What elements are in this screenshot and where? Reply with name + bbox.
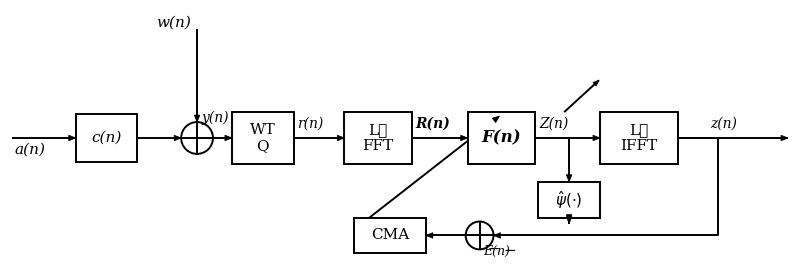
Polygon shape — [194, 115, 200, 122]
Text: y(n): y(n) — [201, 111, 229, 125]
Text: $\hat{\psi}(\cdot)$: $\hat{\psi}(\cdot)$ — [555, 189, 583, 211]
Text: r(n): r(n) — [297, 117, 322, 131]
Bar — [76, 114, 138, 162]
Polygon shape — [492, 116, 499, 123]
Text: CMA: CMA — [371, 228, 409, 243]
Text: Z(n): Z(n) — [539, 117, 569, 131]
Circle shape — [181, 122, 213, 154]
Text: E(n): E(n) — [483, 245, 510, 258]
Text: WT
Q: WT Q — [250, 123, 275, 153]
Polygon shape — [69, 135, 76, 141]
Text: w(n): w(n) — [156, 16, 191, 30]
Text: −: − — [488, 242, 499, 256]
Text: −: − — [503, 244, 516, 258]
Text: a(n): a(n) — [14, 143, 45, 157]
Polygon shape — [566, 175, 572, 182]
Polygon shape — [566, 215, 572, 222]
Polygon shape — [781, 135, 788, 141]
Bar — [232, 112, 294, 164]
Polygon shape — [593, 80, 599, 86]
Polygon shape — [174, 135, 181, 141]
Polygon shape — [225, 135, 232, 141]
Polygon shape — [426, 233, 433, 238]
Text: F(n): F(n) — [482, 130, 522, 147]
Polygon shape — [494, 233, 501, 238]
Bar — [344, 112, 412, 164]
Bar — [538, 182, 600, 218]
Text: z(n): z(n) — [710, 117, 738, 131]
Bar — [354, 218, 426, 253]
Text: R(n): R(n) — [415, 117, 450, 131]
Text: c(n): c(n) — [91, 131, 122, 145]
Polygon shape — [338, 135, 344, 141]
Polygon shape — [593, 135, 600, 141]
Bar — [600, 112, 678, 164]
Text: L点
IFFT: L点 IFFT — [620, 123, 658, 153]
Circle shape — [466, 222, 494, 250]
Text: L点
FFT: L点 FFT — [362, 123, 394, 153]
Bar — [468, 112, 535, 164]
Polygon shape — [566, 217, 572, 223]
Polygon shape — [461, 135, 468, 141]
